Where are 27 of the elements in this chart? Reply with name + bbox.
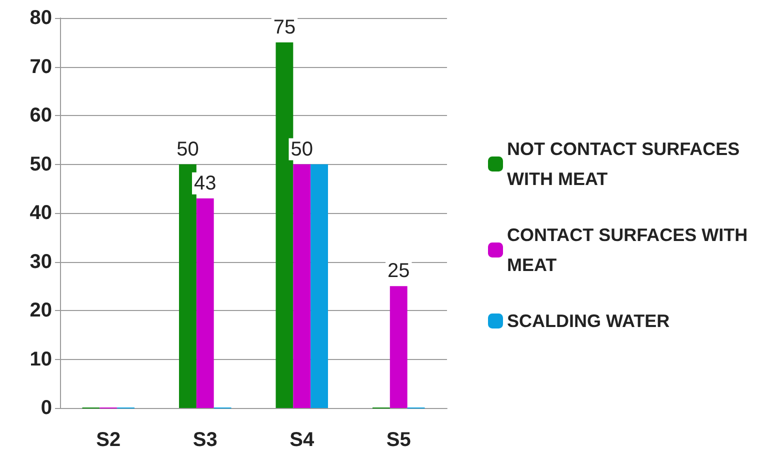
y-tick-label: 60 — [30, 104, 52, 126]
bar — [196, 198, 214, 408]
legend-label: CONTACT SURFACES WITH MEAT — [507, 225, 753, 275]
data-label: 75 — [273, 16, 296, 38]
bar — [390, 286, 408, 408]
bar — [276, 42, 294, 408]
y-tick-label: 50 — [30, 153, 52, 176]
y-tick-label: 80 — [30, 7, 52, 29]
bar — [179, 164, 196, 408]
x-tick-label: S2 — [96, 429, 121, 451]
legend-label: NOT CONTACT SURFACES WITH MEAT — [507, 139, 745, 189]
data-label: 50 — [290, 138, 313, 160]
data-label: 50 — [176, 138, 199, 160]
y-tick-label: 0 — [40, 397, 52, 419]
data-label: 43 — [194, 172, 216, 194]
x-tick-label: S5 — [386, 429, 411, 451]
y-tick-label: 40 — [30, 202, 52, 224]
legend-label: SCALDING WATER — [507, 311, 670, 331]
bar — [293, 164, 311, 408]
data-label: 25 — [388, 260, 410, 282]
y-tick-label: 70 — [30, 56, 52, 78]
y-tick-label: 30 — [30, 250, 52, 273]
x-tick-label: S3 — [192, 429, 218, 451]
bar — [310, 164, 328, 408]
y-tick-label: 10 — [30, 348, 52, 370]
x-tick-label: S4 — [290, 429, 315, 451]
y-tick-label: 20 — [30, 300, 52, 322]
